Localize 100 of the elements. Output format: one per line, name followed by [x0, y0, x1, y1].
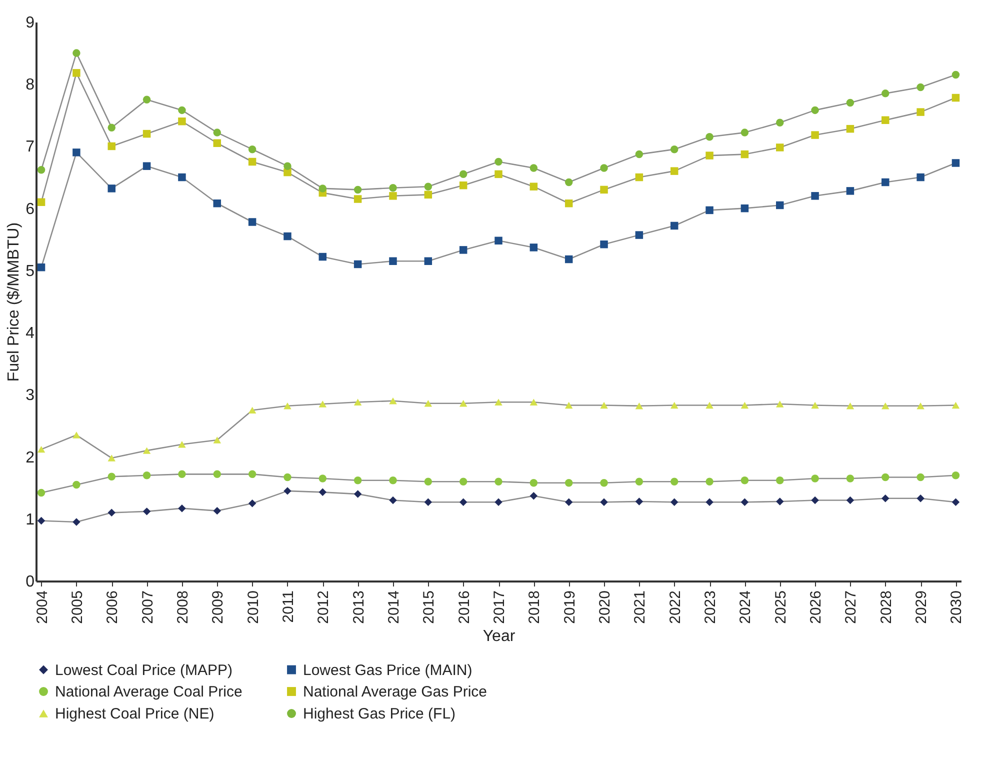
- point: [494, 236, 502, 245]
- point: [178, 106, 186, 114]
- point: [248, 406, 256, 414]
- point: [354, 186, 362, 194]
- point: [389, 257, 397, 265]
- point: [389, 192, 397, 200]
- point: [108, 124, 116, 132]
- x-tick-label: 2010: [244, 590, 262, 624]
- point: [459, 181, 468, 190]
- point: [354, 490, 362, 498]
- point: [318, 488, 327, 496]
- point: [670, 167, 678, 175]
- point: [178, 470, 186, 478]
- legend-label: Lowest Coal Price (MAPP): [55, 662, 233, 679]
- point: [108, 454, 116, 462]
- point: [952, 94, 960, 102]
- point: [389, 476, 397, 484]
- point: [635, 478, 644, 486]
- point: [916, 473, 924, 482]
- y-tick-label: 1: [26, 511, 35, 528]
- point: [916, 494, 924, 502]
- point: [776, 498, 784, 506]
- point: [564, 178, 573, 186]
- y-tick-label: 4: [26, 325, 35, 342]
- point: [142, 472, 151, 480]
- point: [178, 118, 186, 126]
- point: [530, 479, 538, 487]
- point: [564, 498, 573, 506]
- x-tick-label: 2030: [948, 590, 966, 624]
- x-tick-label: 2008: [174, 590, 192, 624]
- point: [248, 158, 256, 166]
- legend-label: Highest Gas Price (FL): [303, 706, 456, 722]
- legend-label: National Average Gas Price: [303, 684, 487, 700]
- point: [178, 173, 186, 182]
- point: [564, 255, 573, 264]
- point: [389, 184, 397, 192]
- x-tick-label: 2011: [280, 590, 297, 623]
- point: [635, 231, 644, 239]
- point: [882, 494, 890, 502]
- point: [354, 260, 362, 268]
- x-tick-label: 2019: [561, 590, 578, 624]
- point: [600, 479, 608, 487]
- point: [635, 150, 644, 158]
- x-tick-label: 2017: [491, 590, 508, 624]
- point: [459, 246, 468, 254]
- point: [248, 218, 256, 226]
- x-tick-label: 2015: [420, 590, 438, 624]
- x-tick-label: 2006: [104, 590, 122, 624]
- point: [740, 402, 749, 409]
- point: [108, 472, 116, 481]
- x-tick-label: 2027: [842, 590, 860, 624]
- point: [213, 199, 222, 208]
- point: [916, 108, 924, 116]
- point: [459, 478, 468, 486]
- x-tick-label: 2020: [596, 590, 614, 624]
- point: [882, 178, 890, 186]
- point: [354, 476, 362, 484]
- point: [811, 106, 819, 114]
- point: [846, 124, 854, 133]
- point: [740, 498, 749, 506]
- point: [530, 492, 538, 500]
- point: [213, 139, 222, 147]
- point: [811, 192, 819, 200]
- point: [706, 498, 714, 506]
- point: [846, 474, 854, 482]
- point: [600, 186, 608, 194]
- point: [564, 199, 573, 208]
- point: [72, 148, 80, 156]
- point: [213, 128, 222, 136]
- y-tick-label: 3: [26, 387, 35, 404]
- y-axis-title: Fuel Price ($/MMBTU): [6, 222, 23, 382]
- point: [248, 470, 256, 478]
- point: [494, 478, 502, 486]
- x-tick-label: 2018: [526, 590, 544, 624]
- x-tick-label: 2016: [456, 590, 473, 624]
- point: [424, 478, 432, 486]
- point: [916, 402, 924, 410]
- point: [706, 478, 714, 486]
- legend-label: National Average Coal Price: [55, 684, 242, 700]
- point: [284, 402, 292, 410]
- y-tick-label: 2: [26, 449, 35, 466]
- point: [494, 398, 502, 406]
- point: [108, 508, 116, 517]
- point: [142, 508, 151, 516]
- x-tick-label: 2009: [210, 590, 227, 624]
- point: [706, 152, 714, 160]
- x-tick-label: 2025: [772, 590, 790, 624]
- point: [213, 436, 222, 444]
- point: [424, 257, 432, 265]
- point: [635, 498, 644, 506]
- point: [706, 133, 714, 141]
- point: [776, 476, 784, 484]
- point: [37, 446, 46, 453]
- x-tick-label: 2012: [315, 590, 332, 624]
- x-tick-label: 2005: [68, 590, 86, 624]
- y-tick-label: 9: [26, 14, 35, 32]
- point: [740, 476, 749, 484]
- point: [213, 470, 222, 478]
- point: [600, 164, 608, 172]
- point: [600, 498, 608, 506]
